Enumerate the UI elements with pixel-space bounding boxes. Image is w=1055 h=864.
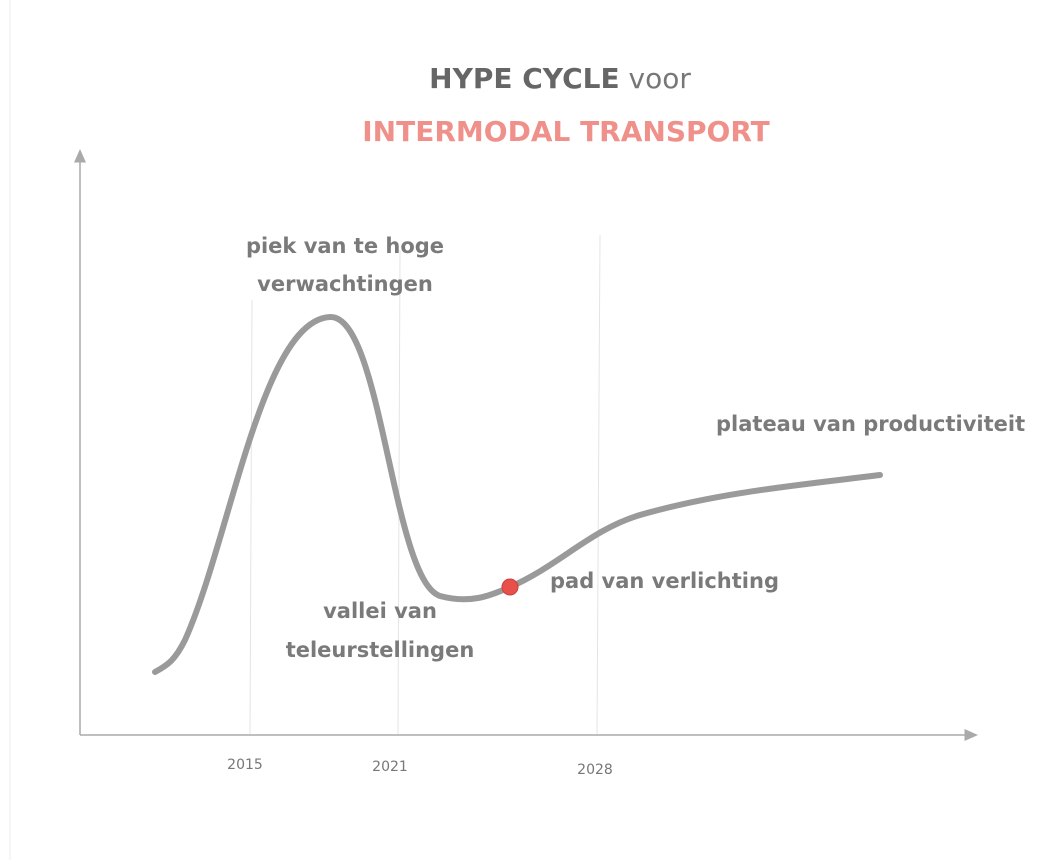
current-position-dot	[501, 578, 519, 596]
phase-label: pad van verlichting	[550, 569, 779, 593]
title-bold: HYPE CYCLE	[429, 62, 619, 95]
year-label: 2015	[227, 757, 263, 773]
title: HYPE CYCLE voor	[429, 62, 691, 95]
hype-curve	[152, 313, 883, 675]
phase-label: plateau van productiviteit	[716, 412, 1025, 436]
grid-line	[249, 299, 253, 736]
title-rest: voor	[629, 62, 692, 95]
subtitle: INTERMODAL TRANSPORT	[362, 115, 769, 148]
phase-label: piek van te hoge	[246, 234, 444, 258]
year-label: 2028	[577, 762, 613, 778]
phase-label: verwachtingen	[257, 272, 433, 296]
phase-label: teleurstellingen	[286, 638, 475, 662]
phase-label: vallei van	[323, 599, 437, 623]
year-label: 2021	[372, 759, 408, 775]
grid-line	[596, 234, 601, 736]
